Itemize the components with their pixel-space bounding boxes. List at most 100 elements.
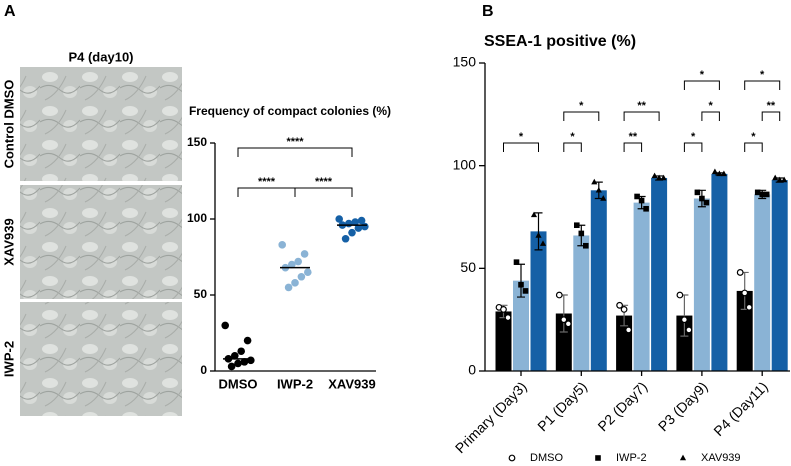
bar [693,198,710,371]
significance-bracket [563,111,600,121]
data-point [741,289,749,297]
data-point [278,241,287,249]
chart-title: Frequency of compact colonies (%) [189,104,391,118]
data-point [781,176,788,183]
bar [530,231,547,371]
data-point [240,358,249,366]
data-point [625,326,632,334]
data-point [616,301,623,309]
chart-title: SSEA-1 positive (%) [484,33,636,50]
significance-bracket [237,187,296,197]
significance-label: ** [637,100,646,112]
bar [555,313,572,371]
data-point [291,279,299,287]
data-point [720,170,727,177]
data-point [351,218,360,226]
error-bar [534,212,543,251]
data-point [694,189,701,196]
significance-bracket [744,80,781,90]
significance-bracket [503,142,539,152]
significance-bracket [294,187,353,197]
row-label: XAV939 [1,218,16,265]
significance-label: **** [258,176,276,188]
data-point [699,195,705,202]
micrograph [20,302,182,416]
data-point [234,359,242,368]
data-point [759,191,765,198]
y-tick-label: 0 [468,362,476,378]
bar [633,202,650,371]
significance-bracket [761,111,781,121]
data-point [600,195,607,201]
micrograph [20,185,182,299]
y-tick-label: 50 [460,259,476,275]
data-point [341,234,350,243]
data-point [634,193,640,200]
significance-label: * [760,69,765,81]
data-point [284,283,293,292]
y-tick-label: 150 [187,135,207,149]
data-point [564,320,572,328]
data-point [231,352,239,360]
data-point [247,356,255,365]
y-tick-label: 150 [453,54,477,70]
data-point [681,316,688,324]
significance-label: * [709,100,714,112]
significance-label: * [700,69,705,81]
x-tick-label: IWP-2 [277,376,313,391]
bar [651,177,668,371]
row-label: Control DMSO [1,80,16,169]
data-point [348,228,356,237]
bar [590,190,607,371]
y-tick-label: 50 [194,287,208,301]
data-point [357,216,366,225]
legend-label: XAV939 [701,452,741,464]
legend-label: DMSO [530,452,563,464]
y-tick-label: 100 [187,211,207,225]
data-point [560,316,568,324]
significance-label: **** [286,136,304,148]
panel-label: A [4,3,16,20]
significance-label: ** [767,100,776,112]
significance-label: * [751,131,756,143]
data-point [745,303,753,311]
data-point [243,336,252,345]
data-point [716,170,723,177]
significance-bracket [701,111,720,121]
data-point [539,240,547,246]
legend-marker [679,454,687,461]
data-point [518,281,524,288]
significance-label: * [570,131,575,143]
data-point [591,178,598,185]
data-point [221,321,229,330]
significance-bracket [683,142,703,152]
data-point [638,197,645,204]
x-tick-label: P1 (Day5) [534,378,590,434]
data-point [345,219,353,228]
data-point [736,269,744,276]
data-point [294,257,303,266]
data-point [676,291,684,299]
bar [736,290,753,371]
y-tick-label: 100 [453,156,477,172]
data-point [335,215,344,223]
data-point [530,211,538,218]
bar [513,280,529,371]
data-point [555,291,563,299]
micrograph [20,67,182,181]
bar [495,311,512,371]
x-tick-label: DMSO [219,376,258,391]
data-point [578,230,585,237]
data-point [361,222,369,231]
data-point [660,174,667,181]
bar [573,235,590,371]
significance-bracket [237,147,353,157]
data-point [504,314,512,322]
data-point [620,306,628,313]
x-tick-label: XAV939 [328,376,375,391]
significance-bracket [744,142,763,152]
data-point [583,242,589,249]
x-tick-label: P4 (Day11) [710,378,771,439]
data-point [288,260,296,269]
data-point [522,288,529,294]
